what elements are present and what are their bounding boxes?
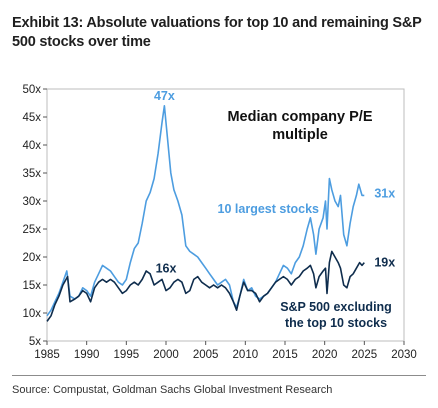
x-tick-label: 1990 (74, 349, 100, 361)
y-tick-label: 20x (22, 252, 41, 264)
series-label-excluding-line-1: S&P 500 excluding (280, 300, 392, 314)
data-label: 31x (374, 186, 395, 200)
y-axis: 5x 10x 15x 20x 25x 30x 35x 40x 45x 50x (22, 84, 47, 348)
y-tick-label: 35x (22, 168, 41, 180)
x-tick-label: 2015 (272, 349, 298, 361)
x-tick-label: 2005 (193, 349, 219, 361)
x-tick-label: 2000 (153, 349, 179, 361)
x-tick-label: 2020 (312, 349, 338, 361)
series-line-2 (46, 250, 365, 322)
x-tick-label: 1985 (34, 349, 60, 361)
footer-divider (12, 375, 426, 376)
x-tick-label: 2030 (391, 349, 417, 361)
y-tick-label: 10x (22, 308, 41, 320)
source-note: Source: Compustat, Goldman Sachs Global … (12, 384, 333, 396)
chart-title-line-1: Median company P/E (227, 109, 372, 125)
y-tick-label: 50x (22, 84, 41, 96)
data-label: 47x (154, 89, 175, 103)
x-tick-label: 2025 (352, 349, 378, 361)
y-tick-label: 40x (22, 140, 41, 152)
series-label-excluding-line-2: the top 10 stocks (285, 316, 387, 330)
series-lines (46, 105, 365, 322)
y-tick-label: 5x (29, 336, 41, 348)
x-tick-label: 2010 (233, 349, 259, 361)
x-tick-label: 1995 (114, 349, 140, 361)
y-tick-label: 30x (22, 196, 41, 208)
data-label: 16x (156, 261, 177, 275)
chart-title-line-2: multiple (272, 127, 328, 143)
plot-frame (46, 88, 405, 342)
y-tick-label: 15x (22, 280, 41, 292)
data-label: 19x (374, 256, 395, 270)
data-annotations: 47x 31x 16x 19x (154, 89, 395, 276)
x-axis: 1985 1990 1995 2000 2005 2010 2015 2020 2025 2030 (34, 341, 417, 361)
series-label-largest: 10 largest stocks (218, 202, 319, 216)
y-tick-label: 25x (22, 224, 41, 236)
series-line-1 (46, 105, 365, 317)
exhibit-title: Exhibit 13: Absolute valuations for top … (12, 15, 422, 50)
y-tick-label: 45x (22, 112, 41, 124)
